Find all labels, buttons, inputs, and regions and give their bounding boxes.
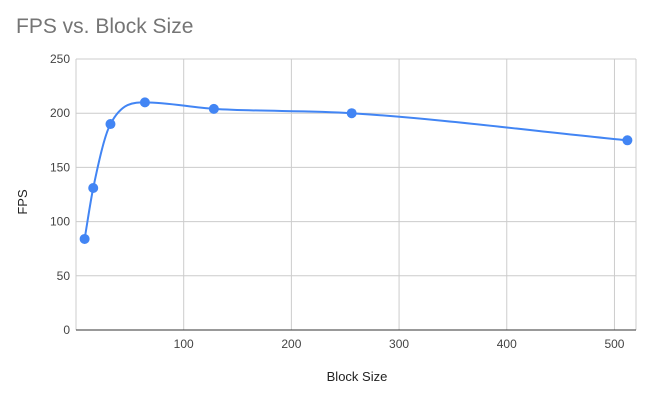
x-tick-label: 500 — [604, 337, 624, 351]
data-point — [622, 135, 633, 146]
y-tick-label: 100 — [50, 215, 70, 229]
x-tick-label: 300 — [389, 337, 409, 351]
data-point — [79, 233, 90, 244]
y-axis-ticks: 0 50 100 150 200 250 — [50, 52, 70, 337]
data-point — [105, 119, 116, 130]
chart-title: FPS vs. Block Size — [16, 15, 193, 38]
y-tick-label: 50 — [57, 269, 71, 283]
x-tick-label: 400 — [497, 337, 517, 351]
data-points — [79, 97, 633, 244]
y-tick-label: 150 — [50, 160, 70, 174]
x-axis-ticks: 100 200 300 400 500 — [174, 337, 625, 351]
x-tick-label: 200 — [281, 337, 301, 351]
y-tick-label: 0 — [63, 323, 70, 337]
x-tick-label: 100 — [174, 337, 194, 351]
y-tick-label: 200 — [50, 106, 70, 120]
y-tick-label: 250 — [50, 52, 70, 66]
y-axis-label: FPS — [15, 189, 30, 215]
data-point — [208, 103, 219, 114]
series-line — [83, 101, 628, 240]
gridlines — [75, 58, 637, 331]
data-point — [139, 97, 150, 108]
data-point — [346, 108, 357, 119]
data-point — [88, 182, 99, 193]
x-axis-label: Block Size — [327, 369, 388, 384]
